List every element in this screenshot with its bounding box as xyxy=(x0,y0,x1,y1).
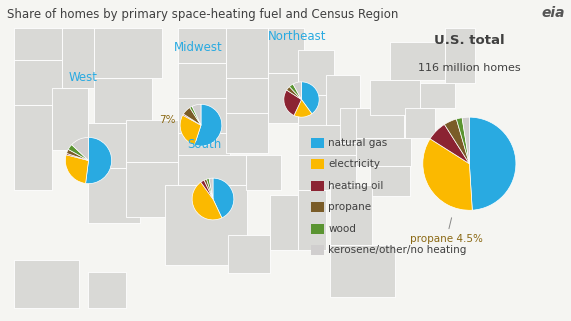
Bar xyxy=(226,78,268,113)
Bar xyxy=(88,272,126,308)
Bar xyxy=(298,50,334,95)
Wedge shape xyxy=(423,139,472,210)
Wedge shape xyxy=(213,178,234,218)
Bar xyxy=(311,202,324,213)
Text: wood: wood xyxy=(328,224,356,234)
Wedge shape xyxy=(71,137,89,160)
Bar xyxy=(228,235,270,273)
Wedge shape xyxy=(456,118,469,164)
Wedge shape xyxy=(284,90,301,116)
Text: 7%: 7% xyxy=(159,115,175,126)
Bar xyxy=(178,63,226,98)
Wedge shape xyxy=(69,145,89,160)
Text: heating oil: heating oil xyxy=(328,181,384,191)
Bar xyxy=(330,185,372,245)
Wedge shape xyxy=(287,87,301,100)
Bar xyxy=(62,28,94,88)
Wedge shape xyxy=(67,149,89,160)
Bar xyxy=(311,138,324,148)
Wedge shape xyxy=(183,108,201,125)
Wedge shape xyxy=(469,117,516,210)
Wedge shape xyxy=(192,182,222,220)
Wedge shape xyxy=(289,84,301,100)
Bar xyxy=(126,162,178,217)
Bar xyxy=(88,168,140,223)
Bar xyxy=(311,181,324,191)
Wedge shape xyxy=(195,104,222,146)
Wedge shape xyxy=(444,119,469,164)
Bar xyxy=(178,98,230,133)
Bar xyxy=(268,73,298,123)
Bar xyxy=(14,28,62,60)
Wedge shape xyxy=(183,114,201,125)
Bar xyxy=(165,185,247,265)
Text: electricity: electricity xyxy=(328,159,380,169)
Bar xyxy=(94,28,162,78)
Wedge shape xyxy=(294,100,312,117)
Bar xyxy=(226,113,268,153)
Bar xyxy=(14,260,79,308)
Wedge shape xyxy=(301,82,319,114)
Wedge shape xyxy=(462,117,469,164)
Bar xyxy=(311,224,324,234)
Text: Midwest: Midwest xyxy=(174,41,223,54)
Bar xyxy=(226,28,268,78)
Text: eia: eia xyxy=(541,6,565,20)
Text: South: South xyxy=(187,138,222,151)
Bar xyxy=(88,123,126,168)
Wedge shape xyxy=(207,178,213,199)
Bar xyxy=(298,125,356,155)
Bar xyxy=(340,108,370,143)
Bar xyxy=(52,88,88,150)
Text: 116 million homes: 116 million homes xyxy=(418,63,521,73)
Bar xyxy=(330,245,395,297)
Wedge shape xyxy=(180,115,201,145)
Wedge shape xyxy=(430,125,469,164)
Text: U.S. total: U.S. total xyxy=(434,34,505,47)
Text: kerosene/other/no heating: kerosene/other/no heating xyxy=(328,245,467,256)
Text: West: West xyxy=(69,71,98,83)
Bar xyxy=(246,155,281,190)
Bar xyxy=(311,245,324,256)
Bar xyxy=(298,155,356,190)
Text: Northeast: Northeast xyxy=(268,30,327,43)
Bar xyxy=(370,166,410,196)
Bar xyxy=(420,83,455,108)
Text: propane: propane xyxy=(328,202,371,213)
Wedge shape xyxy=(66,153,89,160)
Bar xyxy=(356,138,411,166)
Bar xyxy=(326,75,360,125)
Bar xyxy=(178,155,246,185)
Bar xyxy=(14,60,62,105)
Bar xyxy=(94,78,152,123)
Bar xyxy=(178,133,230,168)
Wedge shape xyxy=(66,155,89,183)
Text: Share of homes by primary space-heating fuel and Census Region: Share of homes by primary space-heating … xyxy=(7,8,399,21)
Bar xyxy=(445,28,475,83)
Bar xyxy=(405,108,435,138)
Wedge shape xyxy=(201,180,213,199)
Wedge shape xyxy=(86,137,111,184)
Text: propane 4.5%: propane 4.5% xyxy=(410,218,483,244)
Bar xyxy=(268,28,304,73)
Bar xyxy=(298,190,326,250)
Bar xyxy=(126,120,178,162)
Wedge shape xyxy=(192,104,201,125)
Wedge shape xyxy=(204,179,213,199)
Wedge shape xyxy=(209,178,213,199)
Bar xyxy=(298,95,326,135)
Bar xyxy=(178,28,226,63)
Bar xyxy=(356,108,404,138)
Bar xyxy=(270,195,298,250)
Text: natural gas: natural gas xyxy=(328,138,388,148)
Bar xyxy=(14,105,52,190)
Bar xyxy=(311,159,324,169)
Wedge shape xyxy=(293,82,301,100)
Wedge shape xyxy=(190,106,201,125)
Bar xyxy=(370,80,420,115)
Bar xyxy=(390,42,445,80)
